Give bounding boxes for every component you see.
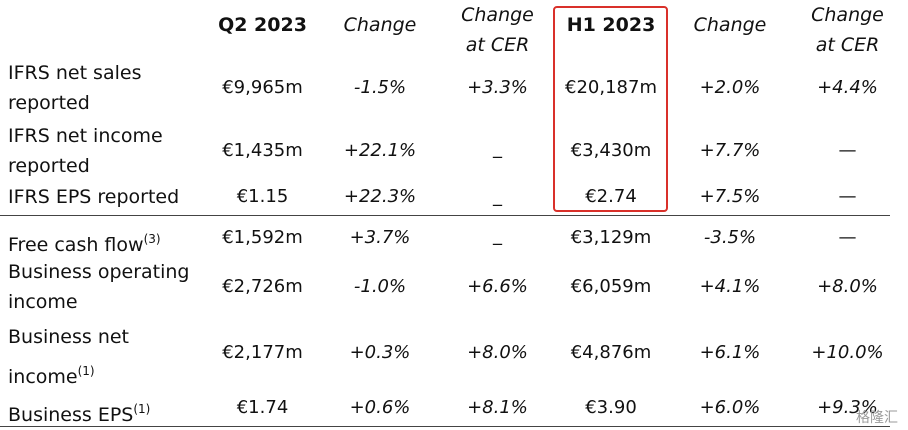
h1-highlight-box — [553, 6, 668, 212]
cell-h1-change-cer: +4.4% — [817, 77, 878, 98]
cell-q2-change: +3.7% — [349, 227, 411, 248]
cell-h1-change-cer: — — [838, 186, 857, 207]
row-label-ifrs-net-income: IFRS net income reported — [8, 125, 163, 177]
row-label-business-net-income: Business net income(1) — [8, 326, 130, 388]
cell-h1-value: €4,876m — [570, 342, 652, 363]
cell-h1-value: €20,187m — [565, 77, 657, 98]
header-change-cer-h1: Change at CER — [811, 4, 884, 56]
cell-h1-change: +7.7% — [699, 140, 761, 161]
cell-q2-change-cer: _ — [493, 225, 502, 246]
cell-q2-value: €1,435m — [222, 140, 303, 161]
cell-q2-value: €1.15 — [236, 186, 289, 207]
cell-h1-value: €3.90 — [585, 397, 637, 418]
cell-q2-value: €1.74 — [236, 397, 289, 418]
cell-q2-change-cer: _ — [493, 186, 502, 207]
cell-h1-change-cer: +8.0% — [817, 276, 878, 297]
cell-h1-value: €3,129m — [570, 227, 652, 248]
section-divider — [0, 215, 890, 216]
row-label-ifrs-eps: IFRS EPS reported — [8, 186, 180, 208]
cell-h1-change: -3.5% — [703, 227, 757, 248]
cell-h1-value: €2.74 — [585, 186, 637, 207]
cell-q2-change-cer: +6.6% — [467, 276, 528, 297]
cell-q2-value: €9,965m — [222, 77, 303, 98]
header-h1-2023: H1 2023 — [566, 14, 656, 36]
cell-h1-value: €3,430m — [570, 140, 652, 161]
header-change-h1: Change — [693, 14, 767, 36]
cell-q2-change-cer: +8.0% — [467, 342, 528, 363]
cell-h1-change-cer: +10.0% — [811, 342, 884, 363]
cell-h1-change: +6.1% — [699, 342, 761, 363]
cell-q2-change: +0.6% — [349, 397, 411, 418]
cell-h1-change: +2.0% — [699, 77, 761, 98]
cell-q2-value: €2,177m — [222, 342, 303, 363]
cell-h1-change: +6.0% — [699, 397, 761, 418]
cell-q2-change-cer: _ — [493, 138, 502, 159]
row-label-business-eps: Business EPS(1) — [8, 402, 151, 426]
header-change-q2: Change — [343, 14, 417, 36]
header-q2-2023: Q2 2023 — [218, 14, 307, 36]
footnote-ref: (3) — [143, 232, 161, 246]
footnote-ref: (1) — [133, 402, 151, 416]
watermark-logo: 格隆汇 — [856, 410, 898, 426]
cell-q2-change: +22.3% — [343, 186, 417, 207]
cell-q2-value: €2,726m — [222, 276, 303, 297]
row-label-free-cash-flow: Free cash flow(3) — [8, 232, 161, 256]
cell-h1-change: +4.1% — [699, 276, 761, 297]
cell-q2-change: -1.5% — [353, 77, 407, 98]
footnote-ref: (1) — [77, 364, 95, 378]
cell-q2-change: +22.1% — [343, 140, 417, 161]
cell-h1-change-cer: — — [838, 227, 857, 248]
cell-q2-change: -1.0% — [353, 276, 407, 297]
row-label-ifrs-net-sales: IFRS net sales reported — [8, 62, 142, 114]
table-bottom-rule — [0, 426, 890, 427]
cell-h1-change-cer: +9.3% — [817, 397, 878, 418]
cell-h1-change-cer: — — [838, 140, 857, 161]
cell-h1-value: €6,059m — [570, 276, 652, 297]
cell-q2-value: €1,592m — [222, 227, 303, 248]
cell-h1-change: +7.5% — [699, 186, 761, 207]
cell-q2-change-cer: +3.3% — [467, 77, 528, 98]
cell-q2-change: +0.3% — [349, 342, 411, 363]
cell-q2-change-cer: +8.1% — [467, 397, 528, 418]
row-label-business-operating-income: Business operating income — [8, 261, 190, 313]
header-change-cer-q2: Change at CER — [461, 4, 534, 56]
